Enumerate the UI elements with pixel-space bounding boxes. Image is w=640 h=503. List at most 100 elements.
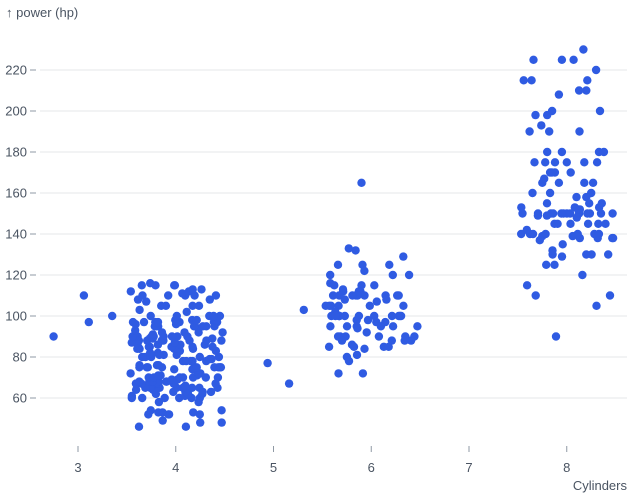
data-point [557, 252, 567, 261]
data-point [146, 279, 155, 288]
data-point [542, 260, 551, 269]
data-point [148, 330, 158, 339]
data-point [547, 168, 557, 177]
data-point [531, 110, 540, 120]
data-point [542, 199, 552, 208]
data-point [263, 358, 272, 368]
data-point [372, 297, 381, 306]
data-point [153, 348, 163, 358]
data-point [189, 408, 198, 417]
data-point [583, 76, 592, 85]
data-point [541, 158, 550, 167]
data-point [135, 377, 144, 386]
data-point [170, 281, 179, 290]
data-point [382, 295, 391, 304]
data-point [138, 393, 147, 403]
data-point [326, 322, 335, 331]
data-point [558, 240, 567, 249]
data-point [161, 301, 171, 310]
data-point [79, 291, 89, 300]
data-point [362, 328, 371, 337]
data-point [394, 291, 403, 300]
data-point [206, 387, 216, 397]
data-point [202, 322, 211, 331]
data-point [357, 178, 366, 187]
data-point [557, 55, 567, 64]
y-tick-label: 180 [5, 145, 27, 160]
data-point [195, 352, 204, 362]
data-point [131, 385, 141, 394]
y-tick-label: 220 [5, 63, 27, 78]
data-point [553, 219, 562, 228]
data-point [164, 291, 173, 300]
data-point [585, 199, 594, 208]
data-point [299, 305, 308, 315]
data-point [344, 356, 354, 366]
data-point [406, 336, 416, 345]
data-point [604, 250, 613, 259]
data-point [284, 379, 294, 388]
data-point [413, 322, 422, 331]
y-tick-label: 80 [13, 350, 27, 365]
data-point [164, 410, 174, 419]
y-tick-label: 120 [5, 268, 27, 283]
data-point [213, 373, 223, 382]
data-point [352, 315, 361, 325]
data-point [127, 391, 137, 401]
data-point [134, 422, 144, 431]
data-point [217, 336, 226, 345]
y-axis-title: ↑ power (hp) [6, 5, 79, 20]
data-point [128, 317, 138, 327]
data-point [340, 311, 349, 321]
data-point [548, 246, 557, 255]
data-point [188, 301, 197, 310]
x-tick-label: 5 [270, 460, 277, 475]
data-point [195, 383, 204, 392]
data-point [205, 295, 214, 304]
data-point [182, 307, 191, 317]
data-point [527, 76, 536, 85]
data-point [360, 291, 369, 300]
data-point [519, 76, 528, 85]
data-point [517, 203, 526, 212]
data-point [142, 297, 151, 306]
data-point [522, 281, 532, 290]
data-point [344, 244, 353, 253]
data-point [528, 188, 537, 198]
data-point [400, 336, 409, 345]
data-point [84, 317, 94, 327]
data-point [324, 342, 334, 351]
data-point [153, 317, 163, 327]
data-point [566, 168, 575, 177]
data-point [126, 369, 135, 378]
data-point [208, 334, 217, 343]
data-point [574, 86, 584, 95]
data-point [333, 260, 343, 269]
data-point [348, 291, 357, 300]
data-point [353, 324, 362, 333]
data-point [528, 229, 538, 239]
x-tick-label: 8 [563, 460, 570, 475]
data-point [578, 270, 587, 280]
data-point [215, 311, 225, 321]
data-point [131, 326, 140, 335]
data-point [349, 342, 359, 351]
data-point [543, 110, 552, 120]
data-point [139, 317, 149, 327]
data-point [582, 86, 591, 95]
data-point [557, 147, 567, 157]
data-point [157, 328, 167, 337]
data-point [334, 369, 343, 378]
data-point [108, 311, 117, 321]
data-point [566, 209, 575, 218]
data-point [181, 381, 190, 390]
data-point [158, 416, 167, 425]
data-point [573, 229, 582, 239]
data-point [530, 158, 539, 167]
data-point [569, 55, 578, 64]
data-point [188, 356, 197, 366]
data-point [181, 422, 191, 431]
data-point [522, 225, 531, 235]
data-point [550, 158, 560, 167]
